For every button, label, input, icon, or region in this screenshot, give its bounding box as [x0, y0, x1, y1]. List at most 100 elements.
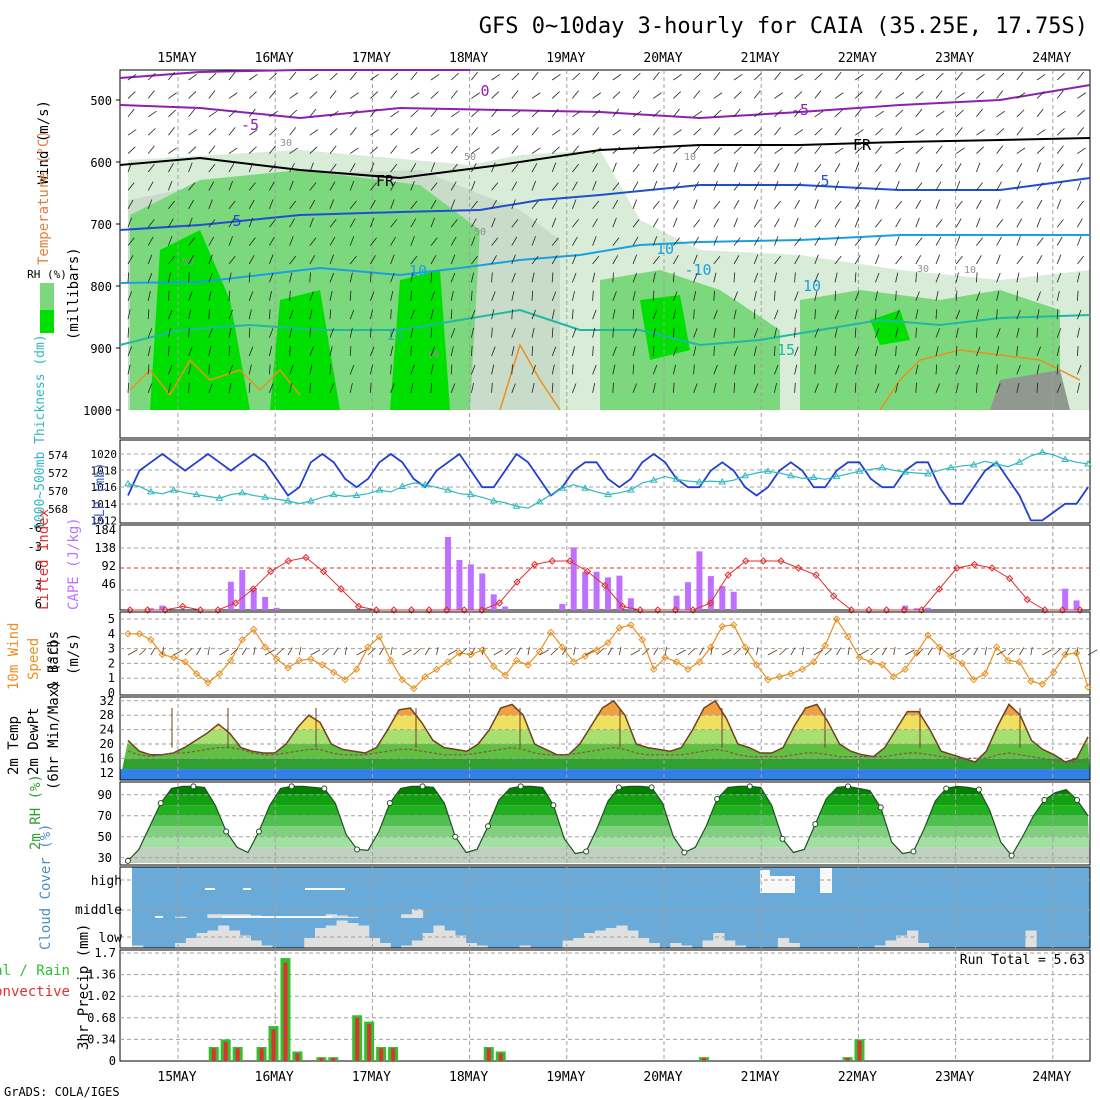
wind-barb	[996, 128, 1005, 136]
wind-barb	[1036, 74, 1046, 81]
wind-barb	[329, 383, 334, 393]
wind-barb	[188, 327, 190, 338]
lifted-index-marker	[196, 606, 205, 614]
thickness-line	[127, 451, 1089, 509]
wind-barb	[733, 272, 736, 283]
wind-barb	[632, 163, 640, 173]
bottom-date-label: 19MAY	[546, 1070, 585, 1085]
isotherm-label: FR	[376, 172, 395, 190]
wind-barb	[248, 237, 256, 246]
panel-frame	[119, 696, 1091, 781]
isotherm-label: FR	[853, 136, 872, 154]
rh-contour-label: 30	[917, 264, 929, 275]
cape-bar	[685, 582, 691, 610]
wind-speed-marker	[1061, 650, 1069, 659]
wind-barb	[491, 162, 496, 173]
wind-barb	[511, 90, 519, 99]
wind-barb	[491, 199, 497, 209]
wind-barb	[168, 255, 175, 265]
wind-barb	[551, 74, 561, 81]
surface-wind-barb	[1087, 649, 1098, 656]
lifted-index-marker	[829, 592, 838, 600]
bottom-date-label: 18MAY	[449, 1070, 488, 1085]
bottom-date-label: 24MAY	[1032, 1070, 1071, 1085]
wind-barb	[733, 162, 738, 173]
wind-barb	[895, 218, 901, 228]
wind-barb	[208, 72, 217, 81]
low-cloud-bar	[713, 933, 725, 948]
wind-barb	[976, 74, 985, 81]
wind-barb	[147, 181, 154, 191]
panel-frame	[119, 611, 1091, 696]
wind-barb	[652, 309, 658, 320]
surface-wind-barb	[527, 646, 530, 656]
wind-barb	[834, 127, 842, 136]
wind-barb	[733, 182, 741, 191]
temp-tick: 16	[100, 751, 114, 765]
wind-barb	[289, 309, 294, 320]
surface-wind-barb	[1064, 647, 1070, 656]
wind-barb	[147, 72, 156, 81]
rh-marker	[1074, 797, 1081, 803]
wind-barb	[390, 254, 395, 265]
profile-pressure-label: (millibars)	[66, 247, 82, 340]
wind-barb	[1036, 217, 1041, 228]
wind-barb	[794, 255, 800, 265]
surface-wind-barb	[916, 648, 924, 656]
wind-barb	[248, 74, 258, 81]
wind-barb	[935, 272, 940, 283]
wind-barb	[450, 328, 456, 338]
wind-barb	[390, 309, 392, 320]
wind-barb	[955, 272, 959, 283]
cloud-trace	[205, 888, 215, 890]
wind-barb	[713, 364, 718, 375]
surface-wind-barb	[333, 647, 339, 656]
precip-legend-total: Total / Rain	[0, 963, 70, 979]
wind-speed-marker	[832, 615, 841, 623]
temp-band	[120, 729, 1090, 744]
wind-barb	[329, 272, 334, 283]
wind-barb	[168, 309, 173, 320]
wind-barb	[450, 110, 460, 118]
wind-barb	[915, 364, 919, 375]
wind-barb	[208, 90, 216, 99]
thickness-marker	[535, 497, 544, 505]
rh-marker	[681, 849, 688, 856]
thickness-marker	[124, 479, 132, 487]
wind-barb	[713, 71, 721, 81]
wind-barb	[753, 309, 756, 320]
wind-barb	[572, 90, 579, 99]
cloud-trace	[155, 916, 163, 918]
wind-speed-marker	[158, 650, 166, 659]
wind-barb	[875, 364, 877, 375]
wind-barb	[1077, 127, 1084, 136]
wind-barb	[834, 109, 843, 118]
wind-barb	[652, 109, 661, 118]
wind-barb	[127, 309, 131, 320]
rh-contour-label: 50	[474, 227, 486, 238]
wind-barb	[208, 254, 213, 265]
wind-barb	[753, 346, 757, 357]
wind-barb	[248, 162, 254, 173]
wind-speed-marker	[352, 665, 361, 674]
wind-barb	[390, 383, 395, 393]
wind-barb	[390, 364, 392, 375]
wind-barb	[329, 328, 334, 338]
wind-barb	[976, 327, 978, 338]
wind-barb	[592, 163, 598, 173]
low-cloud-bar	[228, 930, 241, 948]
surface-wind-barb	[550, 648, 559, 656]
rh-marker	[943, 785, 950, 792]
wind-barb	[854, 309, 858, 320]
wind-speed-marker	[958, 659, 966, 668]
wind-speed-marker	[284, 664, 292, 672]
rh-marker	[255, 828, 262, 835]
wind-barb	[875, 236, 881, 246]
wind-barb	[774, 309, 779, 320]
wind-barb	[188, 108, 196, 118]
cape-tick: 138	[94, 541, 116, 555]
isotherm-15	[119, 308, 1091, 347]
cape-bar	[730, 591, 737, 610]
low-cloud-bar	[401, 945, 413, 948]
